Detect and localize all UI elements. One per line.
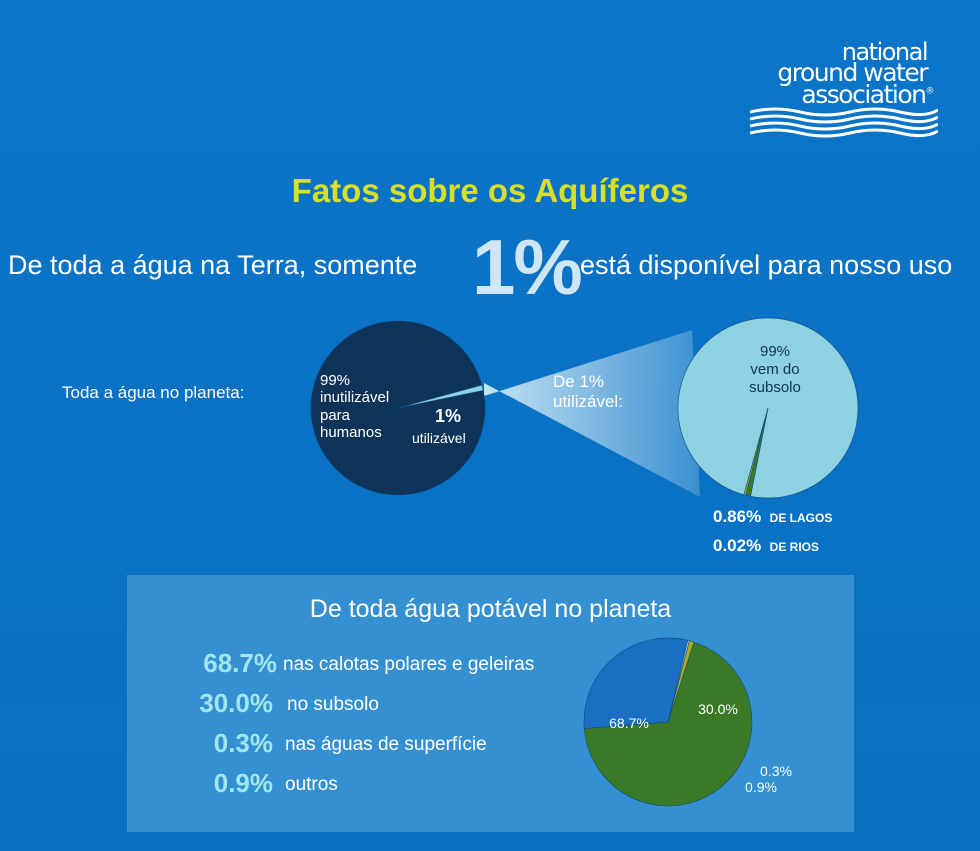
waves-icon: [750, 107, 938, 138]
right-pie-label: De 1% utilizável:: [553, 372, 623, 412]
logo-line-3: association®: [801, 80, 934, 109]
stat-pct: 0.3%: [213, 728, 273, 758]
headline: De toda a água na Terra, somente 1% está…: [8, 223, 980, 311]
left-pie-big-slice-label: 99% inutilizável para humanos: [320, 372, 390, 441]
pie-slice-surface: [583, 637, 689, 729]
pie-usable-water: [677, 317, 859, 499]
headline-big-pct: 1%: [472, 223, 583, 311]
right-pie-big-slice-label: 99% vem do subsolo: [749, 343, 801, 396]
pie-slice-label: 68.7%: [609, 715, 649, 731]
stat-label: nas calotas polares e geleiras: [283, 654, 535, 675]
left-pie-small-pct: 1%: [435, 406, 462, 426]
pie-potable-water: 30.0% 0.3%0.9% 68.7%: [583, 637, 792, 807]
logo-line-1: national: [841, 38, 929, 66]
rios-label: 0.02% DE RIOS: [713, 536, 819, 555]
nga-logo: national ground water association®: [745, 40, 945, 140]
lagos-label: 0.86% DE LAGOS: [713, 507, 833, 526]
headline-before: De toda a água na Terra, somente: [8, 250, 418, 280]
pie-slice-groundwater: [583, 641, 753, 807]
zoom-beam: [484, 330, 700, 497]
pie-slice-rivers: [743, 407, 769, 496]
stat-label: nas águas de superfície: [285, 734, 487, 755]
left-pie-label: Toda a água no planeta:: [62, 383, 245, 402]
page-title: Fatos sobre os Aquíferos: [291, 172, 689, 209]
pie-slice-ice: [667, 640, 695, 723]
headline-after: está disponível para nosso uso: [580, 250, 953, 280]
pie-slice-usable: [397, 384, 484, 409]
stat-pct: 68.7%: [203, 648, 277, 678]
stat-label: no subsolo: [287, 694, 379, 715]
pie-slice-label: 0.3%: [760, 763, 792, 779]
stat-label: outros: [285, 774, 338, 795]
logo-line-2: ground water: [777, 58, 928, 87]
pie-slice-label: 30.0%: [698, 701, 738, 717]
stat-pct: 0.9%: [213, 768, 273, 798]
pie-slice-label: 0.9%: [745, 779, 777, 795]
panel-title: De toda água potável no planeta: [309, 595, 672, 623]
left-pie-small-label: utilizável: [412, 430, 466, 446]
pie-all-water: [310, 320, 486, 496]
stat-pct: 30.0%: [199, 688, 273, 718]
